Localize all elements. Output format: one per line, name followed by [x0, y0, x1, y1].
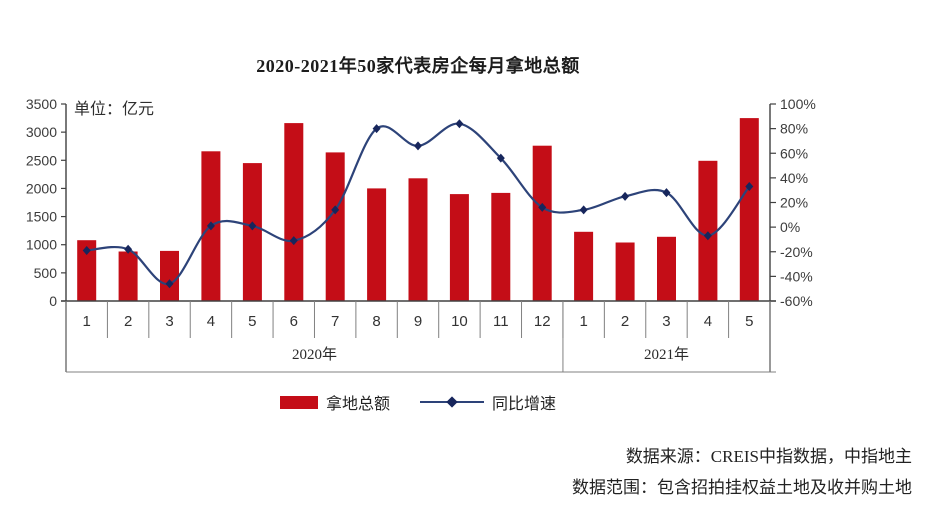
bar-month-9	[408, 178, 428, 301]
line-marker-month-11	[496, 153, 505, 163]
bar-month-1	[77, 240, 97, 301]
bar-month-1	[574, 231, 594, 301]
legend-bar-label: 拿地总额	[325, 396, 390, 413]
month-label: 5	[745, 313, 753, 330]
line-marker-month-8	[372, 124, 381, 134]
bar-month-5	[739, 118, 759, 301]
line-marker-month-3	[165, 279, 174, 289]
bar-month-12	[532, 145, 552, 301]
line-marker-month-7	[331, 205, 340, 215]
legend-line-label: 同比增速	[492, 396, 557, 413]
line-marker-month-2	[621, 191, 630, 201]
right-axis-label: -40%	[780, 268, 813, 284]
month-label: 2	[124, 313, 132, 330]
source-note: 数据来源：CREIS中指数据，中指地主 数据范围：包含招拍挂权益土地及收并购土地	[572, 441, 912, 503]
left-axis-label: 3500	[26, 96, 57, 112]
legend: 拿地总额 同比增速	[66, 390, 770, 414]
month-label: 10	[451, 313, 468, 330]
right-axis-label: 100%	[780, 96, 816, 112]
source-line-2: 数据范围：包含招拍挂权益土地及收并购土地	[572, 478, 912, 497]
left-axis-label: 2000	[26, 180, 57, 196]
month-label: 4	[207, 313, 215, 330]
bar-month-2	[615, 242, 635, 301]
line-marker-month-1	[579, 205, 588, 215]
right-axis-label: 0%	[780, 219, 800, 235]
line-marker-month-9	[414, 141, 422, 151]
line-marker-month-4	[703, 231, 712, 241]
line-marker-month-2	[124, 244, 133, 254]
month-label: 9	[414, 313, 422, 330]
month-label: 2	[621, 313, 629, 330]
bar-month-11	[491, 192, 511, 301]
month-label: 3	[662, 313, 670, 330]
right-axis-label: 40%	[780, 170, 808, 186]
month-label: 7	[331, 313, 339, 330]
right-axis-label: 80%	[780, 121, 808, 137]
bar-month-4	[698, 160, 718, 301]
month-label: 6	[290, 313, 298, 330]
month-label: 5	[248, 313, 256, 330]
month-label: 1	[579, 313, 587, 330]
line-marker-month-5	[248, 221, 257, 231]
bar-month-7	[325, 152, 345, 301]
diamond-marker-icon	[446, 396, 458, 408]
chart-title: 2020-2021年50家代表房企每月拿地总额	[256, 56, 580, 76]
month-label: 8	[372, 313, 380, 330]
bar-month-5	[242, 163, 262, 301]
month-label: 12	[534, 313, 551, 330]
bar-month-6	[284, 123, 304, 301]
month-label: 11	[493, 313, 509, 330]
right-axis-label: -60%	[780, 293, 813, 309]
right-axis-label: 20%	[780, 195, 808, 211]
bar-month-8	[367, 188, 387, 301]
bar-month-10	[449, 194, 469, 301]
left-axis-label: 0	[49, 293, 57, 309]
month-label: 4	[704, 313, 712, 330]
right-axis-label: -20%	[780, 244, 813, 260]
line-marker-month-12	[538, 202, 547, 212]
chart-canvas: 0 500 1000 1500 2000 2500 3000 3500 -60% -40% -20%…	[26, 96, 816, 373]
right-axis-label: 60%	[780, 145, 808, 161]
line-marker-month-6	[289, 236, 298, 246]
unit-label: 单位：亿元	[74, 101, 155, 118]
line-marker-month-3	[662, 188, 671, 198]
legend-bar-swatch-icon	[279, 395, 318, 409]
source-line-1: 数据来源：CREIS中指数据，中指地主	[625, 447, 912, 466]
line-marker-month-4	[206, 221, 215, 231]
line-marker-month-1	[82, 246, 91, 256]
legend-line-swatch-icon	[420, 395, 484, 409]
left-axis-label: 500	[34, 265, 58, 281]
left-axis-label: 3000	[26, 124, 57, 140]
line-marker-month-5	[745, 181, 754, 191]
month-label: 3	[165, 313, 173, 330]
bar-month-2	[118, 251, 138, 301]
year-label: 2020年	[292, 346, 337, 363]
line-marker-month-10	[455, 119, 464, 129]
left-axis-label: 1500	[26, 209, 57, 225]
month-label: 1	[83, 313, 91, 330]
bar-month-3	[160, 250, 179, 301]
left-axis-label: 2500	[26, 152, 57, 168]
bar-month-3	[657, 236, 676, 301]
left-axis-label: 1000	[26, 237, 57, 253]
year-label: 2021年	[644, 346, 689, 363]
